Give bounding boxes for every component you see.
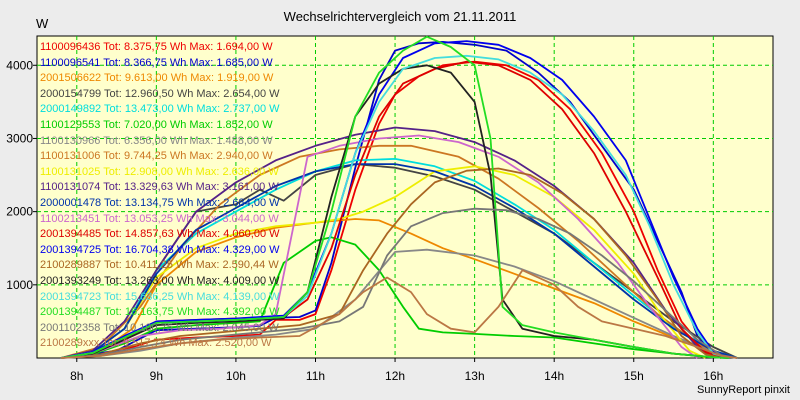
- chart-title: Wechselrichtervergleich vom 21.11.2011: [283, 9, 517, 24]
- series-line-10: [60, 126, 714, 359]
- x-tick-label: 15h: [624, 369, 644, 383]
- legend-entry: 2000154799 Tot: 12.960,50 Wh Max: 2.654,…: [40, 87, 280, 100]
- x-tick-label: 9h: [150, 369, 163, 383]
- x-tick-label: 14h: [544, 369, 564, 383]
- x-tick-label: 16h: [703, 369, 723, 383]
- x-tick-label: 11h: [306, 369, 325, 383]
- series-line-8: [60, 144, 730, 359]
- legend-entry: 1100096436 Tot: 8.375,75 Wh Max: 1.694,0…: [40, 41, 273, 53]
- series-line-3: [60, 218, 738, 359]
- legend-entry: 1100096541 Tot: 8.366,75 Wh Max: 1.685,0…: [40, 56, 273, 69]
- series-line-11: [60, 163, 738, 359]
- series-line-15: [60, 167, 722, 359]
- y-tick-label: 4000: [6, 58, 33, 72]
- series-lines: [60, 35, 738, 359]
- legend-entry: 2000149892 Tot: 13.473,00 Wh Max: 2.737,…: [40, 103, 280, 116]
- legend-entry: 1100131025 Tot: 12.908,00 Wh Max: 2.636,…: [40, 165, 279, 178]
- legend-entry: 2001394723 Tot: 15.636,25 Wh Max: 4.139,…: [40, 290, 280, 303]
- legend-entry: 1100130966 Tot: 6.356,00 Wh Max: 1.488,0…: [40, 134, 273, 147]
- x-tick-label: 10h: [226, 369, 246, 383]
- series-line-14: [60, 40, 730, 359]
- series-line-18: [60, 35, 730, 359]
- legend-entry: 2001506622 Tot: 9.613,00 Wh Max: 1.919,0…: [40, 72, 274, 85]
- legend-entry: 2100289887 Tot: 10.411,25 Wh Max: 2.590,…: [40, 259, 279, 272]
- legend-entry: 2100289xxx Tot: 9.517,74 Wh Max: 2.520,0…: [40, 337, 272, 350]
- legend-entry: 2001393249 Tot: 13.263,00 Wh Max: 4.009,…: [40, 274, 280, 287]
- legend-entry: 1100213451 Tot: 13.053,25 Wh Max: 3.044,…: [40, 212, 279, 225]
- legend-entry: 2001394725 Tot: 16.704,38 Wh Max: 4.329,…: [40, 243, 280, 256]
- y-tick-label: 2000: [6, 205, 33, 219]
- legend: 1100096436 Tot: 8.375,75 Wh Max: 1.694,0…: [40, 40, 280, 352]
- y-tick-label: 1000: [6, 278, 33, 292]
- y-tick-label: 3000: [6, 131, 33, 145]
- x-tick-label: 8h: [70, 369, 83, 383]
- legend-entry: 2000001478 Tot: 13.134,75 Wh Max: 2.684,…: [40, 196, 280, 209]
- footer-credit: SunnyReport pinxit: [697, 384, 790, 396]
- legend-entry: 1100129553 Tot: 7.020,00 Wh Max: 1.852,0…: [40, 118, 273, 131]
- legend-entry: 1100131074 Tot: 13.329,63 Wh Max: 3.161,…: [40, 181, 279, 194]
- x-tick-label: 12h: [385, 369, 405, 383]
- legend-entry: 2001394487 Tot: 16.163,75 Wh Max: 4.392,…: [40, 306, 280, 319]
- series-line-12: [60, 134, 698, 359]
- series-line-9: [60, 165, 706, 359]
- axis-ticks: 8h 9h 10h 11h 12h 13h 14h 15h 16h 1000 2000 3000 400…: [6, 58, 723, 383]
- legend-entry: 2001102358 Tot: 10.100,75 Wh Max: 2.045,…: [40, 321, 279, 334]
- series-line-19: [60, 207, 738, 359]
- series-line-20: [60, 269, 738, 359]
- y-axis-unit-label: W: [36, 16, 49, 31]
- x-tick-label: 13h: [465, 369, 485, 383]
- legend-entry: 1100131006 Tot: 9.744,25 Wh Max: 2.940,0…: [40, 150, 273, 163]
- legend-entry: 2001394485 Tot: 14.857,63 Wh Max: 4.060,…: [40, 228, 280, 241]
